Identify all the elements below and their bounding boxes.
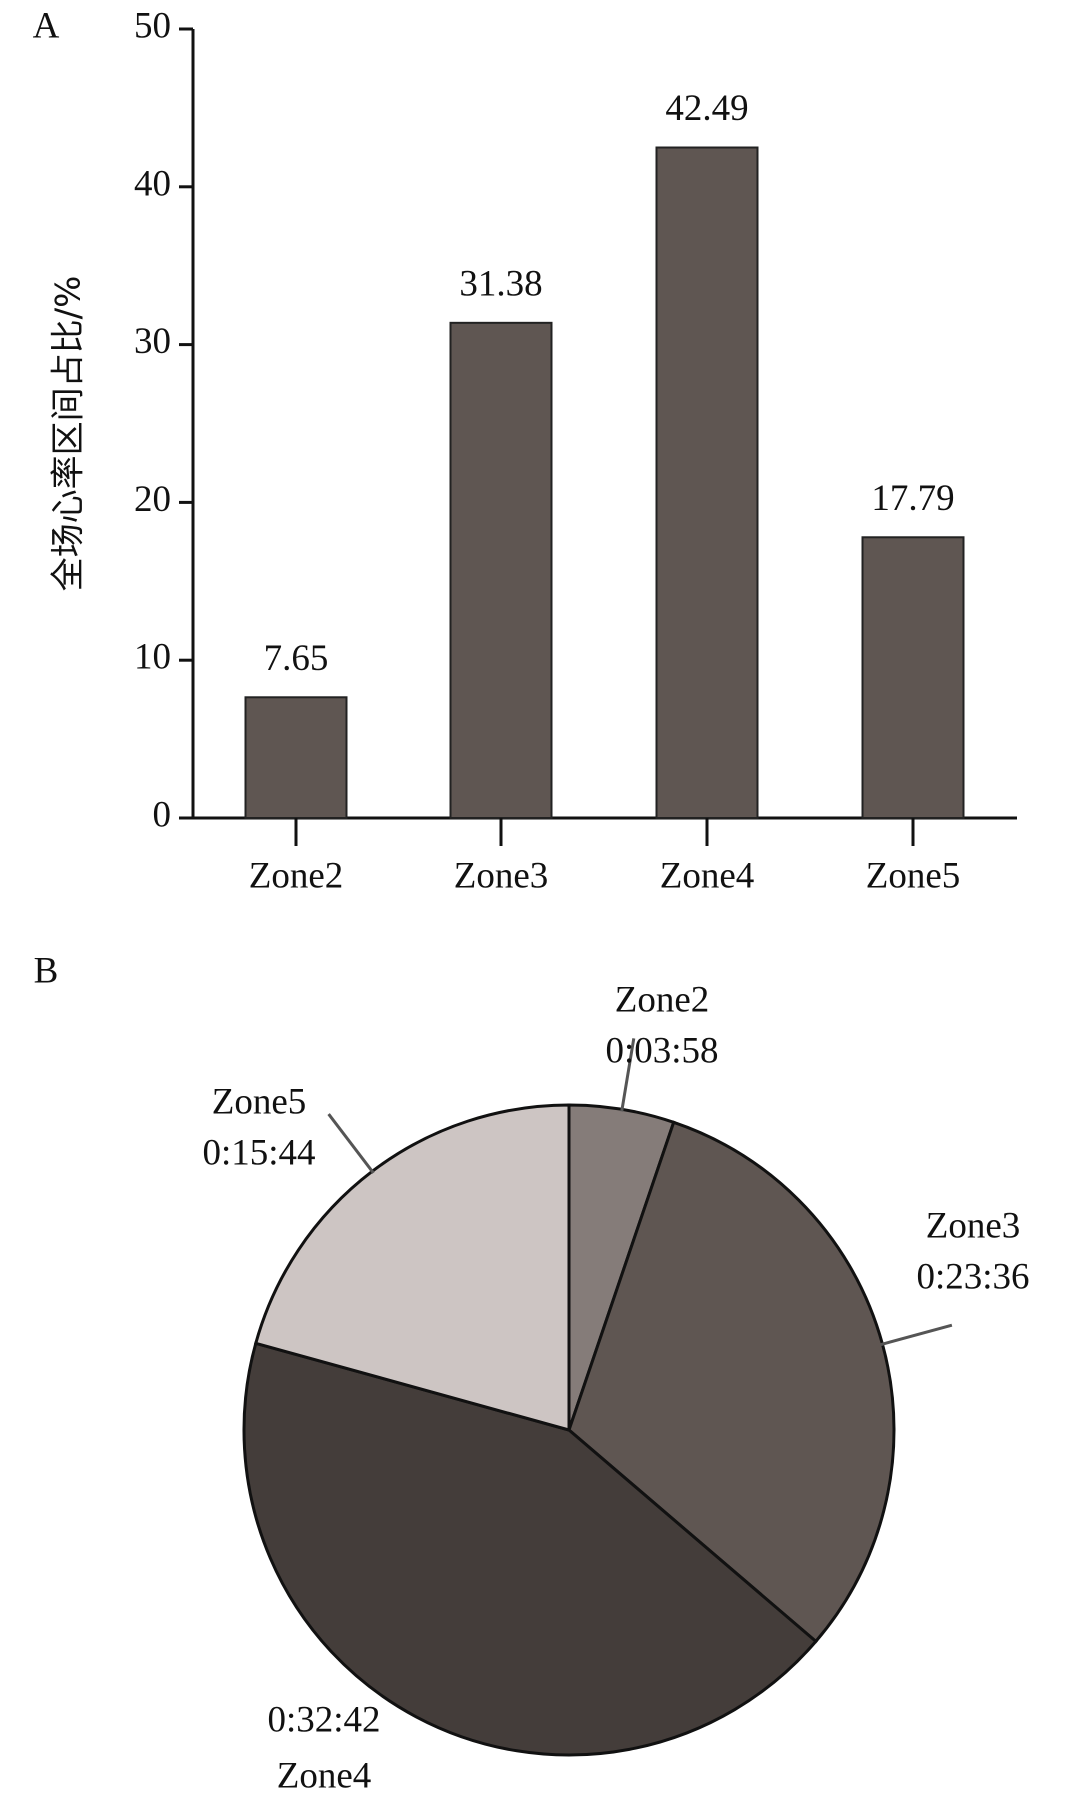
slice-name: Zone5 (212, 1081, 307, 1122)
leader-line (620, 1038, 636, 1112)
value-label: 31.38 (459, 263, 542, 304)
y-tick-label: 10 (134, 637, 171, 678)
y-tick-label: 20 (134, 479, 171, 520)
leader-line (327, 1113, 375, 1174)
y-tick-label: 0 (153, 794, 172, 835)
slice-value-label: 0:23:36 (916, 1256, 1029, 1297)
bar (861, 536, 965, 819)
slice-name: Zone3 (926, 1205, 1021, 1246)
value-label: 17.79 (871, 478, 954, 519)
slice-value-label: 0:03:58 (605, 1030, 718, 1071)
value-label: 7.65 (264, 638, 329, 679)
panel-label: B (34, 950, 59, 991)
x-tick-label: Zone5 (866, 855, 961, 896)
slice-name: Zone4 (277, 1755, 372, 1796)
bar (655, 146, 759, 819)
x-tick-label: Zone2 (249, 855, 344, 896)
bar (244, 696, 348, 820)
slice-name: Zone2 (615, 979, 710, 1020)
value-label: 42.49 (665, 88, 748, 129)
y-tick-label: 30 (134, 321, 171, 362)
x-tick-label: Zone3 (454, 855, 549, 896)
bar (449, 321, 553, 819)
leader-line (880, 1323, 953, 1347)
pie-slice (242, 1341, 818, 1757)
y-tick-label: 40 (134, 163, 171, 204)
y-axis-label: 全场心率区间占比/% (49, 276, 89, 592)
y-tick-label: 50 (134, 5, 171, 46)
panel-label: A (33, 5, 60, 46)
slice-value-label: 0:15:44 (202, 1132, 315, 1173)
x-tick-label: Zone4 (660, 855, 755, 896)
slice-value-label: 0:32:42 (267, 1699, 380, 1740)
